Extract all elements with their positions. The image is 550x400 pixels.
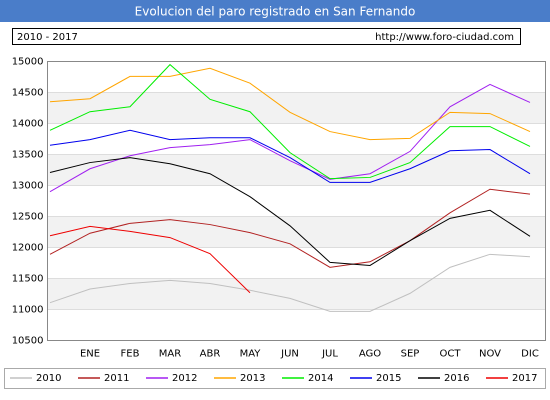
x-tick-label: JUN — [280, 349, 299, 360]
x-tick-label: AGO — [359, 349, 381, 360]
x-tick-label: OCT — [440, 349, 462, 360]
legend-label: 2016 — [444, 373, 469, 384]
legend-label: 2014 — [308, 373, 333, 384]
x-tick-label: DIC — [521, 349, 539, 360]
legend-label: 2011 — [104, 373, 129, 384]
legend-label: 2013 — [240, 373, 265, 384]
series-line — [49, 225, 251, 294]
legend-label: 2012 — [172, 373, 197, 384]
y-tick-label: 10500 — [12, 336, 44, 347]
x-tick-label: SEP — [401, 349, 420, 360]
band — [47, 278, 546, 310]
legend-label: 2015 — [376, 373, 401, 384]
title-bar — [0, 0, 550, 22]
y-tick-label: 14500 — [12, 88, 44, 99]
x-tick-label: JUL — [321, 349, 338, 360]
subtitle: 2010 - 2017 — [17, 32, 78, 43]
legend — [4, 368, 546, 389]
band — [47, 92, 546, 124]
y-tick-label: 14000 — [12, 119, 44, 130]
series-line — [49, 253, 531, 312]
x-tick-label: MAR — [159, 349, 181, 360]
y-tick-label: 13500 — [12, 150, 44, 161]
subtitle-box — [12, 28, 521, 45]
y-tick-label: 13000 — [12, 181, 44, 192]
y-tick-label: 11000 — [12, 305, 44, 316]
x-tick-label: ENE — [80, 349, 100, 360]
series-line — [49, 157, 531, 266]
series-line — [49, 129, 531, 183]
series-line — [49, 83, 531, 193]
x-tick-label: MAY — [240, 349, 262, 360]
y-tick-label: 12500 — [12, 212, 44, 223]
series-line — [49, 63, 531, 180]
series-line — [49, 188, 531, 268]
y-tick-label: 11500 — [12, 274, 44, 285]
source: http://www.foro-ciudad.com — [375, 32, 514, 43]
y-tick-label: 12000 — [12, 243, 44, 254]
y-tick-label: 15000 — [12, 57, 44, 68]
legend-label: 2010 — [36, 373, 61, 384]
legend-label: 2017 — [512, 373, 537, 384]
plot-frame — [47, 61, 546, 341]
chart-title: Evolucion del paro registrado en San Fer… — [135, 5, 416, 19]
x-tick-label: FEB — [121, 349, 140, 360]
series-line — [49, 67, 531, 141]
x-tick-label: ABR — [200, 349, 221, 360]
band — [47, 154, 546, 186]
x-tick-label: NOV — [479, 349, 501, 360]
